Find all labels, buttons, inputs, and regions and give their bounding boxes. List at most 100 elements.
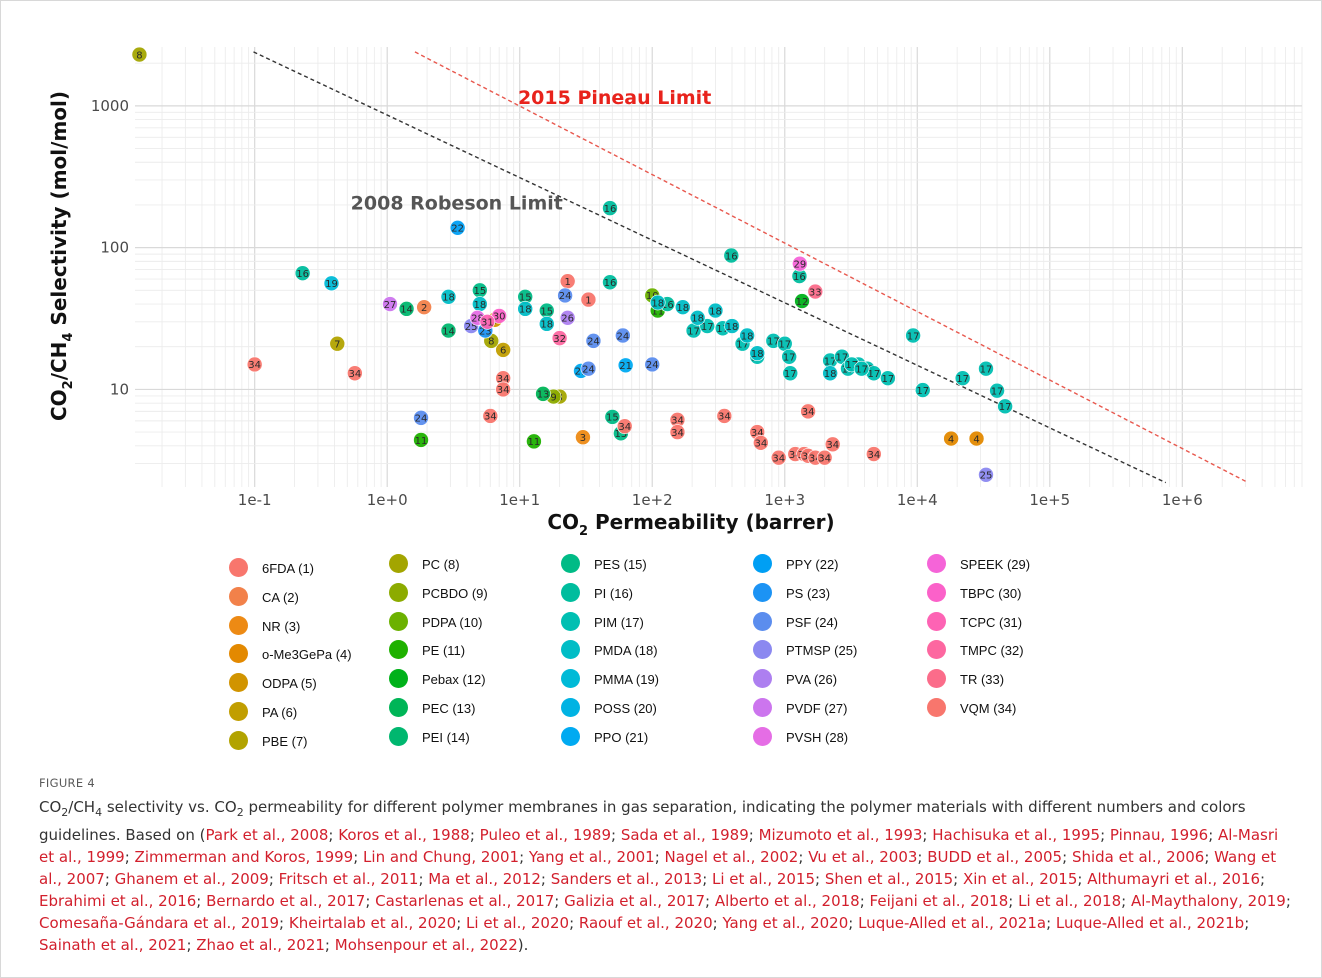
y-tick-label: 10 [110, 380, 129, 398]
point-label: 18 [442, 293, 455, 304]
point-marker [674, 299, 691, 316]
point-marker [482, 408, 499, 424]
citation-link[interactable]: Shen et al., 2015 [824, 870, 954, 888]
data-point: 21 [617, 357, 634, 374]
citation-link[interactable]: Lin and Chung, 2001 [363, 848, 520, 866]
figure-label: FIGURE 4 [39, 776, 95, 790]
reference-separator: ; [953, 870, 963, 888]
legend-swatch [561, 582, 580, 602]
data-point: 18 [822, 365, 838, 382]
reference-separator: ; [1260, 870, 1266, 888]
citation-link[interactable]: Galizia et al., 2017 [564, 892, 705, 910]
citation-link[interactable]: Shida et al., 2006 [1071, 848, 1205, 866]
citation-link[interactable]: Wang et al., 2007 [39, 848, 1277, 888]
point-label: 17 [867, 369, 880, 380]
citation-link[interactable]: Mizumoto et al., 1993 [758, 826, 923, 844]
citation-link[interactable]: Xin et al., 2015 [962, 870, 1078, 888]
point-marker [440, 288, 457, 305]
point-label: 34 [671, 416, 684, 427]
citation-link[interactable]: Sada et al., 1989 [620, 826, 749, 844]
point-label: 18 [751, 349, 764, 360]
legend-swatch [229, 644, 248, 664]
point-label: 34 [248, 360, 261, 371]
citation-link[interactable]: Zhao et al., 2021 [196, 936, 325, 954]
legend-label: PEC (13) [422, 701, 476, 716]
citation-link[interactable]: Feijani et al., 2018 [869, 892, 1009, 910]
reference-separator: ; [519, 848, 529, 866]
point-label: 18 [676, 303, 689, 314]
data-point: 17 [782, 365, 799, 382]
citation-link[interactable]: Fritsch et al., 2011 [278, 870, 419, 888]
citation-link[interactable]: Luque-Alled et al., 2021a [858, 914, 1047, 932]
citation-link[interactable]: Ebrahimi et al., 2016 [39, 892, 197, 910]
data-point: 34 [824, 436, 841, 453]
citation-link[interactable]: Yang et al., 2020 [722, 914, 849, 932]
citation-link[interactable]: Nagel et al., 2002 [664, 848, 799, 866]
reference-separator: ; [654, 848, 665, 866]
point-label: 18 [540, 320, 553, 331]
point-label: 34 [497, 385, 510, 396]
citation-link[interactable]: Koros et al., 1988 [338, 826, 470, 844]
citation-link[interactable]: Bernardo et al., 2017 [206, 892, 366, 910]
point-label: 26 [561, 314, 574, 325]
citation-link[interactable]: Li et al., 2015 [712, 870, 816, 888]
point-marker [604, 409, 621, 425]
citation-link[interactable]: Ma et al., 2012 [428, 870, 541, 888]
citation-link[interactable]: Park et al., 2008 [205, 826, 329, 844]
citation-link[interactable]: Sanders et al., 2013 [550, 870, 703, 888]
citation-link[interactable]: Li et al., 2018 [1018, 892, 1122, 910]
point-label: 24 [587, 337, 600, 348]
point-marker [866, 446, 882, 462]
citation-link[interactable]: Yang et al., 2001 [528, 848, 655, 866]
citation-link[interactable]: Hachisuka et al., 1995 [932, 826, 1101, 844]
x-tick-label: 1e+4 [897, 491, 938, 509]
citation-link[interactable]: Li et al., 2020 [466, 914, 570, 932]
legend-swatch [927, 669, 946, 689]
citation-link[interactable]: Puleo et al., 1989 [479, 826, 612, 844]
citation-link[interactable]: BUDD et al., 2005 [927, 848, 1063, 866]
point-label: 34 [348, 369, 361, 380]
citation-link[interactable]: Vu et al., 2003 [808, 848, 918, 866]
point-label: 15 [519, 293, 532, 304]
legend-swatch [389, 611, 408, 631]
data-point: 34 [495, 381, 511, 398]
legend-swatch [753, 554, 772, 573]
citation-link[interactable]: Comesaña-Gándara et al., 2019 [39, 914, 280, 932]
citation-link[interactable]: Sainath et al., 2021 [39, 936, 187, 954]
data-point: 24 [413, 410, 429, 426]
citation-link[interactable]: Kheirtalab et al., 2020 [288, 914, 457, 932]
point-label: 17 [991, 386, 1004, 397]
point-label: 3 [580, 433, 586, 444]
legend-label: ODPA (5) [262, 676, 317, 692]
citation-link[interactable]: Pinnau, 1996 [1109, 826, 1209, 844]
data-point: 12 [794, 293, 810, 309]
reference-separator: ; [859, 892, 870, 910]
citation-link[interactable]: Castarlenas et al., 2017 [375, 892, 555, 910]
citation-link[interactable]: Zimmerman and Koros, 1999 [134, 848, 354, 866]
legend-label: PBE (7) [262, 733, 308, 749]
legend-label: PMMA (19) [594, 672, 660, 688]
point-marker [914, 382, 931, 398]
legend-label: TCPC (31) [960, 614, 1023, 630]
citation-link[interactable]: Al-Masri et al., 1999 [39, 826, 1279, 866]
point-label: 34 [618, 422, 631, 433]
legend-label: PVA (26) [786, 672, 838, 688]
point-label: 29 [793, 260, 806, 271]
point-label: 24 [415, 414, 428, 425]
citation-link[interactable]: Althumayri et al., 2016 [1087, 870, 1261, 888]
citation-link[interactable]: Raouf et al., 2020 [578, 914, 713, 932]
reference-separator: ; [569, 914, 579, 932]
citation-link[interactable]: Mohsenpour et al., 2022 [334, 936, 518, 954]
citation-link[interactable]: Ghanem et al., 2009 [114, 870, 269, 888]
citation-link[interactable]: Al-Maythalony, 2019 [1130, 892, 1286, 910]
citation-link[interactable]: Alberto et al., 2018 [714, 892, 860, 910]
y-axis-ticks: 10 100 1000 [91, 97, 129, 399]
x-axis-ticks: 1e-1 1e+0 1e+1 1e+2 1e+3 1e+4 1e+5 1e+6 [238, 491, 1203, 509]
citation-link[interactable]: Luque-Alled et al., 2021b [1055, 914, 1245, 932]
data-point: 18 [538, 316, 555, 332]
data-point: 25 [978, 466, 994, 483]
point-label: 24 [559, 291, 572, 302]
data-point: 34 [669, 412, 686, 428]
caption-text: CO2/CH4 selectivity vs. CO2 permeability… [39, 798, 1291, 954]
data-point: 4 [943, 430, 959, 447]
